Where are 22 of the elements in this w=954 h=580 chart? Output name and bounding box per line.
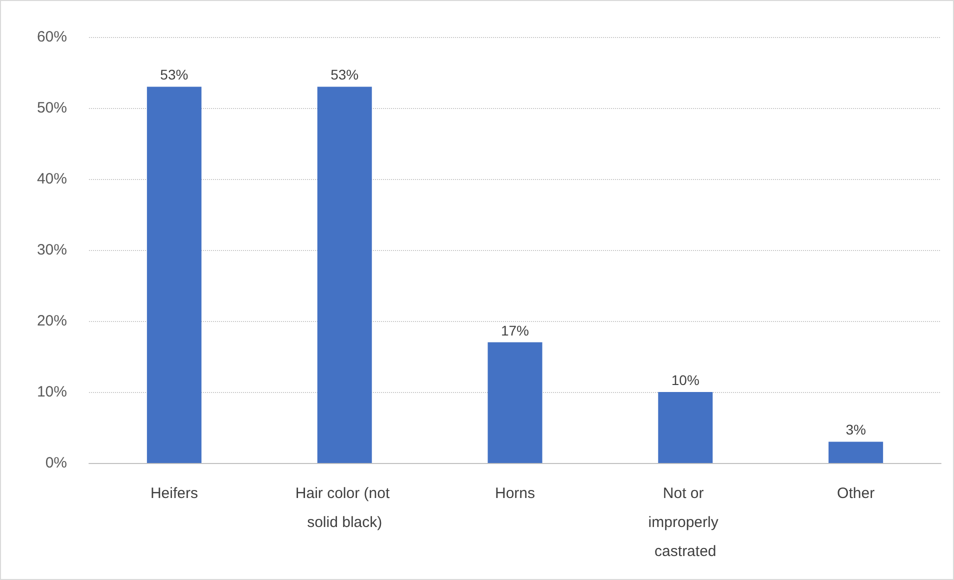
data-label: 3%: [846, 422, 866, 438]
y-tick-label: 0%: [45, 454, 67, 472]
y-tick-label: 10%: [36, 384, 67, 400]
bar: [488, 342, 542, 463]
bar: [828, 442, 884, 463]
data-label: 53%: [160, 66, 188, 83]
y-tick-label: 60%: [36, 28, 67, 46]
y-tick-label: 40%: [36, 170, 67, 188]
x-tick-label: Not or improperly castrated: [648, 485, 722, 560]
y-tick-label: 50%: [36, 100, 67, 116]
bar: [658, 392, 713, 463]
x-tick-label: Other: [837, 485, 875, 502]
x-tick-label: Hair color (not solid black): [295, 485, 394, 531]
bar: [146, 86, 202, 463]
y-tick-label: 20%: [36, 312, 67, 330]
x-tick-label: Horns: [494, 485, 536, 502]
data-label: 10%: [671, 372, 700, 388]
y-tick-label: 30%: [36, 242, 67, 258]
bar: [317, 86, 372, 463]
data-label: 17%: [500, 322, 530, 338]
data-label: 53%: [330, 66, 359, 83]
x-tick-label: Heifers: [150, 485, 198, 502]
